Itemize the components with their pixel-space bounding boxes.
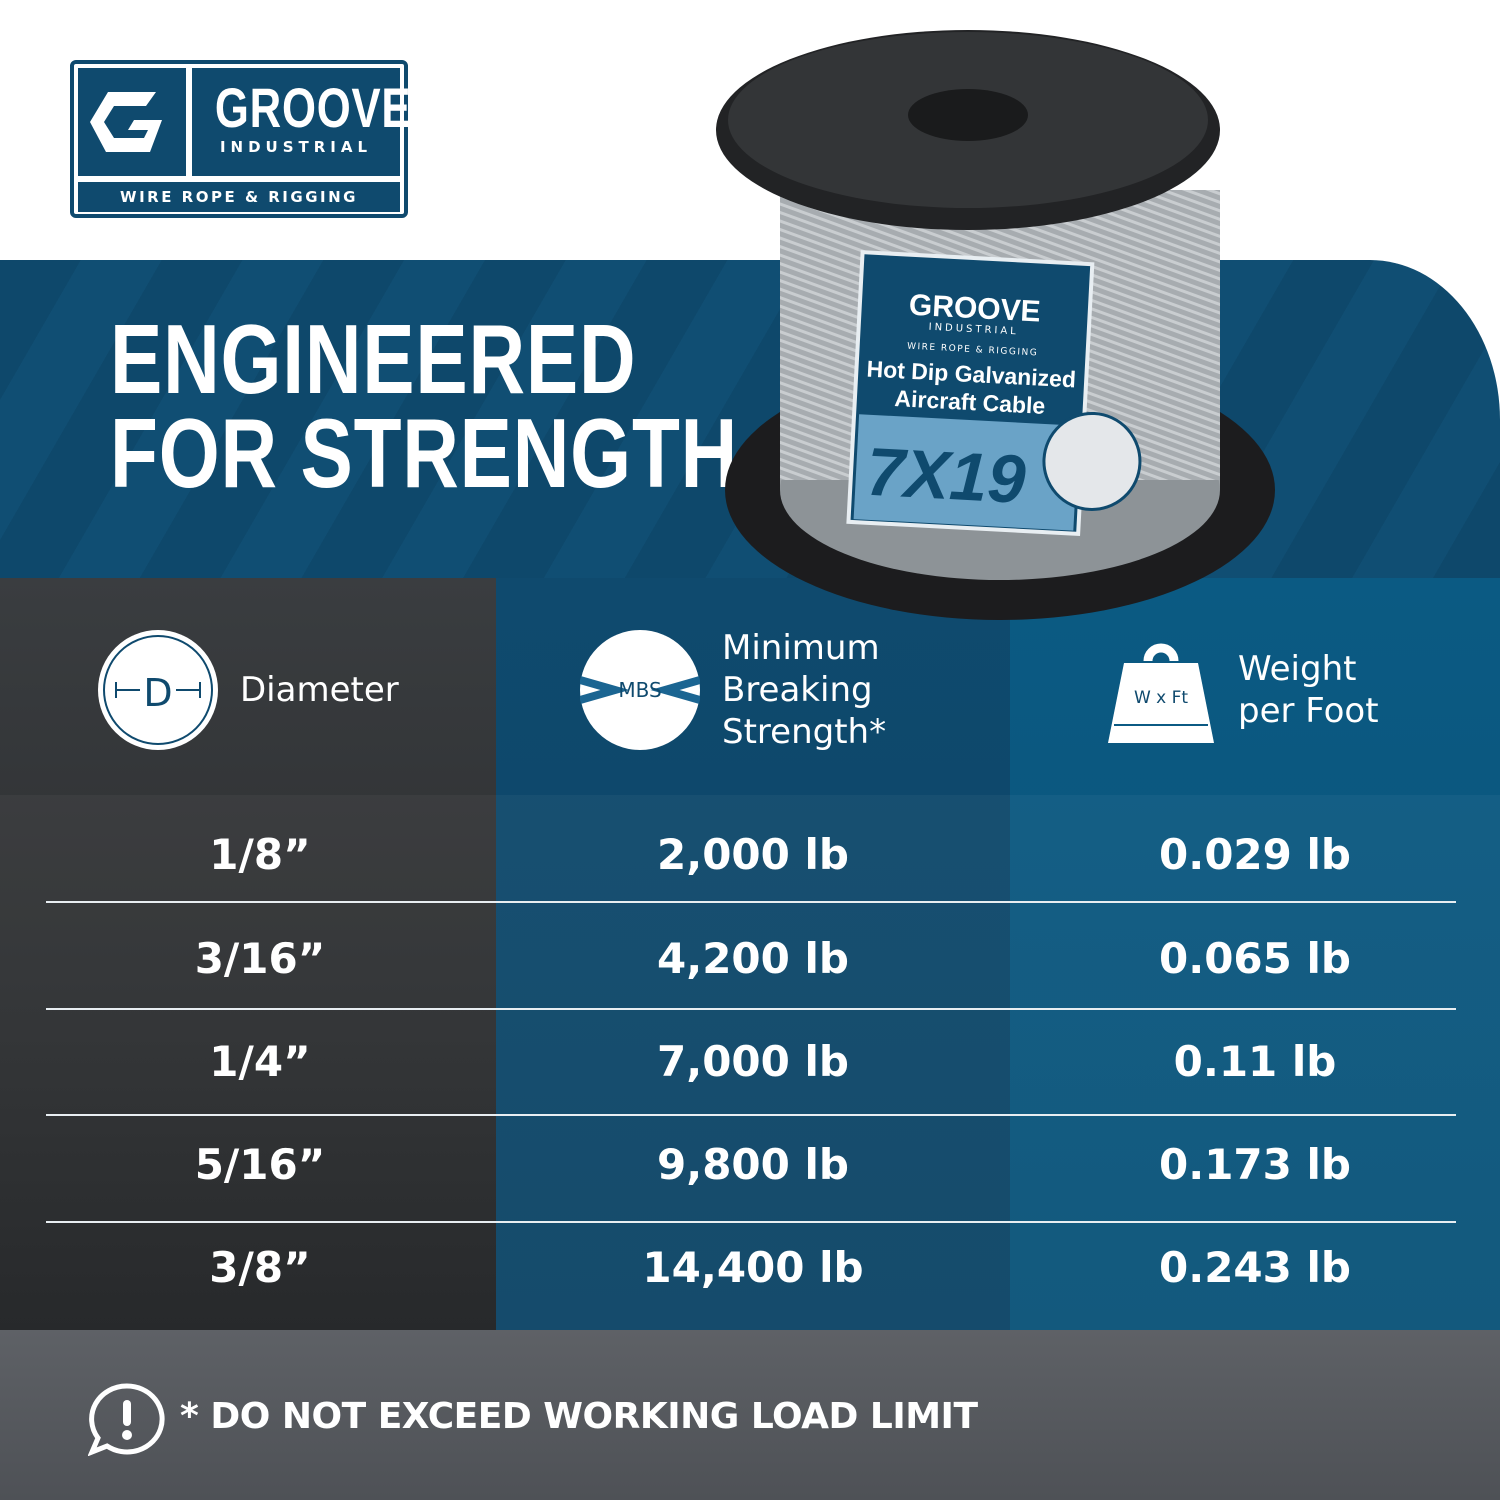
table-row: 1/8” 2,000 lb 0.029 lb [0, 800, 1500, 906]
cell-weight: 0.243 lb [1159, 1243, 1351, 1292]
diameter-icon: D [98, 630, 218, 750]
cell-mbs: 2,000 lb [657, 830, 849, 879]
column-weight [1010, 578, 1500, 1330]
cell-mbs: 9,800 lb [657, 1140, 849, 1189]
mbs-cable-icon: MBS [580, 630, 700, 750]
label-brand: GROOVE [908, 289, 1041, 329]
brand-logo: GROOVE INDUSTRIAL WIRE ROPE & RIGGING [70, 60, 412, 218]
header-mbs: MBS Minimum Breaking Strength* [580, 620, 886, 760]
page-title: ENGINEERED FOR STRENGTH [110, 304, 739, 508]
label-construction: 7X19 [865, 434, 1028, 518]
cell-weight: 0.029 lb [1159, 830, 1351, 879]
header-label: Diameter [240, 670, 399, 710]
header-diameter: D Diameter [98, 620, 399, 760]
cell-diameter: 5/16” [194, 1140, 326, 1189]
label-sub: INDUSTRIAL [928, 322, 1019, 338]
cell-mbs: 4,200 lb [657, 934, 849, 983]
row-divider [46, 1114, 1456, 1116]
title-line-2: FOR STRENGTH [110, 398, 739, 508]
brand-name: GROOVE [214, 76, 412, 139]
header-label: Weight per Foot [1238, 649, 1379, 731]
cell-weight: 0.065 lb [1159, 934, 1351, 983]
column-diameter [0, 578, 496, 1330]
weight-icon: W x Ft [1108, 643, 1214, 743]
header-label: Minimum Breaking Strength* [722, 628, 887, 752]
row-divider [46, 1221, 1456, 1223]
table-row: 5/16” 9,800 lb 0.173 lb [0, 1110, 1500, 1216]
cell-mbs: 7,000 lb [657, 1037, 849, 1086]
cell-mbs: 14,400 lb [642, 1243, 864, 1292]
table-row: 3/16” 4,200 lb 0.065 lb [0, 904, 1500, 1010]
cable-spool-image: GROOVE INDUSTRIAL WIRE ROPE & RIGGING Ho… [716, 30, 1275, 620]
footer-warning: * DO NOT EXCEED WORKING LOAD LIMIT [180, 1396, 978, 1437]
g-logo-icon [78, 68, 186, 176]
svg-text:MBS: MBS [618, 678, 661, 702]
header-weight: W x Ft Weight per Foot [1106, 620, 1379, 760]
cell-diameter: 1/8” [209, 830, 311, 879]
svg-text:W x Ft: W x Ft [1134, 688, 1188, 708]
footer [0, 1330, 1500, 1500]
cell-weight: 0.11 lb [1173, 1037, 1337, 1086]
brand-sub: INDUSTRIAL [219, 138, 373, 156]
cell-diameter: 3/16” [194, 934, 326, 983]
cell-diameter: 3/8” [209, 1243, 311, 1292]
cell-diameter: 1/4” [209, 1037, 311, 1086]
strand-cross-section-icon [1042, 411, 1142, 511]
row-divider [46, 1008, 1456, 1010]
cell-weight: 0.173 lb [1159, 1140, 1351, 1189]
brand-tagline: WIRE ROPE & RIGGING [78, 182, 400, 212]
row-divider [46, 901, 1456, 903]
table-row: 3/8” 14,400 lb 0.243 lb [0, 1213, 1500, 1319]
svg-text:D: D [143, 671, 172, 715]
table-row: 1/4” 7,000 lb 0.11 lb [0, 1007, 1500, 1113]
alert-speech-icon [88, 1383, 165, 1456]
title-line-1: ENGINEERED [110, 304, 637, 414]
